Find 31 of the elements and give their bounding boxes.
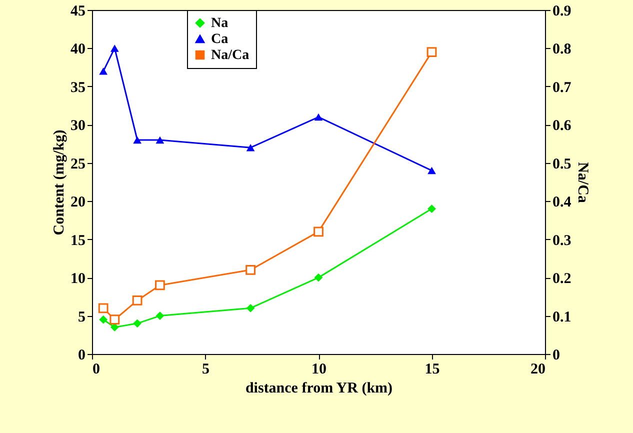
legend-label: Na (211, 16, 228, 31)
y2-tick-label: 0.2 (552, 271, 572, 288)
y2-tick-label: 0.5 (552, 156, 572, 172)
y2-tick-label: 0 (552, 348, 560, 364)
y2-tick-label: 0.1 (552, 309, 572, 326)
y-tick-label: 25 (70, 156, 86, 172)
legend-label: Na/Ca (211, 48, 250, 63)
x-axis-title: distance from YR (km) (245, 380, 393, 396)
y-tick-label: 30 (70, 118, 86, 134)
x-tick-label: 10 (312, 362, 326, 378)
y2-tick-label: 0.9 (552, 4, 572, 20)
y-tick-label: 45 (70, 4, 86, 20)
y2-tick-label: 0.4 (552, 194, 572, 211)
x-tick-label: 20 (530, 362, 546, 378)
y2-tick-label: 0.7 (552, 80, 572, 96)
y-tick-label: 5 (78, 309, 86, 326)
y2-tick-label: 0.3 (552, 232, 572, 249)
y-tick-label: 35 (70, 80, 86, 96)
x-tick-label: 15 (424, 362, 440, 378)
y-tick-label: 0 (78, 348, 86, 364)
y2-axis-title: Na/Ca (574, 162, 590, 204)
y2-tick-label: 0.6 (552, 118, 572, 134)
y2-tick-label: 0.8 (552, 42, 572, 58)
y-axis-title: Content (mg/kg) (52, 130, 68, 236)
y-tick-label: 20 (70, 194, 86, 211)
x-tick-label: 0 (92, 362, 100, 378)
y-tick-label: 40 (70, 42, 86, 58)
y-tick-label: 15 (70, 232, 86, 249)
y-tick-label: 10 (70, 271, 86, 288)
x-tick-label: 5 (202, 362, 210, 378)
legend-label: Ca (211, 32, 228, 47)
